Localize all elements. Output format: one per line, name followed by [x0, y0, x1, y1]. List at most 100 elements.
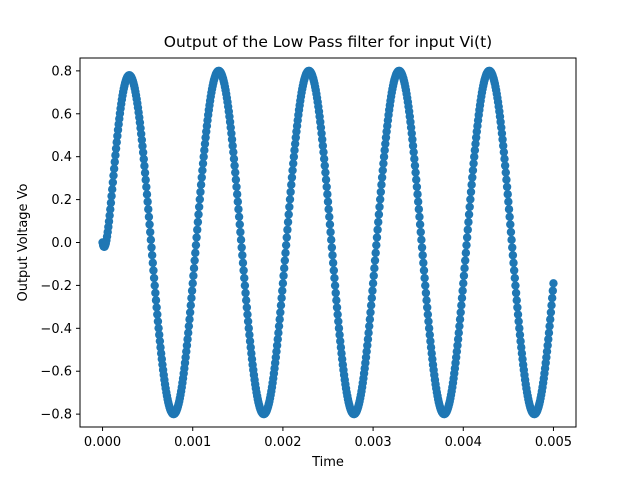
data-point: [510, 273, 520, 283]
data-point: [461, 248, 471, 258]
data-point: [142, 190, 152, 199]
data-point: [229, 154, 239, 164]
data-point: [424, 324, 434, 333]
data-point: [185, 308, 195, 317]
data-point: [423, 303, 432, 312]
data-point: [182, 341, 192, 350]
data-point: [231, 168, 240, 177]
data-point: [368, 286, 377, 295]
data-point: [148, 258, 157, 268]
data-point: [471, 139, 480, 148]
data-point: [189, 271, 198, 280]
data-point: [500, 154, 509, 164]
data-point: [145, 220, 154, 229]
data-point: [196, 180, 206, 189]
data-point: [155, 336, 165, 346]
data-point: [548, 286, 558, 295]
data-point: [235, 220, 244, 229]
data-point: [323, 197, 333, 206]
data-point: [465, 202, 474, 212]
data-point: [325, 212, 334, 222]
data-point: [154, 323, 163, 333]
data-point: [280, 256, 290, 265]
data-point: [515, 324, 524, 333]
data-point: [236, 227, 245, 237]
data-point: [408, 135, 417, 144]
data-point: [147, 243, 156, 252]
data-point: [230, 161, 239, 170]
data-point: [141, 175, 150, 185]
data-point: [363, 335, 373, 344]
data-point: [415, 220, 425, 229]
data-point: [408, 141, 418, 150]
data-point: [460, 263, 469, 273]
data-point: [319, 147, 328, 157]
data-point: [112, 138, 121, 147]
data-point: [276, 301, 286, 310]
data-point: [290, 146, 299, 155]
x-axis-label: Time: [311, 455, 344, 470]
data-point: [243, 310, 252, 319]
data-point: [194, 202, 204, 212]
data-point: [289, 159, 298, 168]
data-point: [380, 146, 389, 155]
data-point: [241, 296, 251, 305]
y-tick-label: 0.6: [51, 107, 72, 122]
data-point: [415, 212, 424, 222]
data-point: [373, 225, 382, 234]
data-point: [325, 220, 335, 229]
data-point: [329, 266, 338, 275]
data-point: [321, 168, 330, 177]
data-point: [324, 205, 333, 214]
data-point: [547, 301, 556, 310]
data-point: [187, 286, 197, 295]
data-point: [191, 240, 201, 250]
data-point: [328, 258, 338, 268]
x-tick-label: 0.001: [174, 435, 211, 450]
data-point: [511, 281, 520, 290]
data-point: [279, 271, 288, 280]
data-point: [513, 310, 523, 319]
chart-title: Output of the Low Pass filter for input …: [164, 33, 492, 51]
data-point: [515, 330, 525, 339]
data-point: [288, 166, 297, 175]
data-point: [227, 135, 237, 144]
data-point: [153, 310, 162, 319]
data-point: [469, 159, 478, 168]
data-point: [377, 180, 386, 189]
data-point: [512, 296, 521, 305]
data-point: [195, 195, 205, 204]
data-point: [150, 281, 159, 290]
data-point: [331, 288, 340, 298]
data-point: [192, 233, 201, 242]
data-point: [326, 227, 335, 237]
data-point: [468, 166, 478, 175]
data-point: [193, 225, 202, 234]
data-point: [109, 164, 119, 173]
data-point: [367, 293, 376, 303]
data-point: [275, 315, 284, 324]
x-axis: 0.000 0.001 0.002 0.003 0.004 0.005: [84, 427, 572, 450]
data-point: [513, 303, 522, 312]
data-point: [419, 258, 428, 268]
data-point: [418, 251, 427, 260]
data-point: [106, 205, 115, 214]
data-point: [369, 271, 378, 280]
data-point: [189, 263, 199, 273]
data-point: [241, 288, 250, 298]
data-point: [232, 190, 242, 199]
data-point: [138, 148, 148, 157]
y-tick-label: −0.2: [40, 279, 72, 294]
data-point: [273, 335, 282, 344]
data-point: [200, 146, 209, 155]
data-point: [282, 233, 291, 242]
data-point: [545, 321, 554, 331]
data-point: [547, 293, 557, 303]
data-point: [470, 152, 479, 161]
data-point: [281, 248, 290, 258]
data-point: [455, 321, 464, 331]
data-point: [245, 330, 254, 339]
data-point: [504, 197, 513, 206]
data-point: [190, 256, 199, 265]
